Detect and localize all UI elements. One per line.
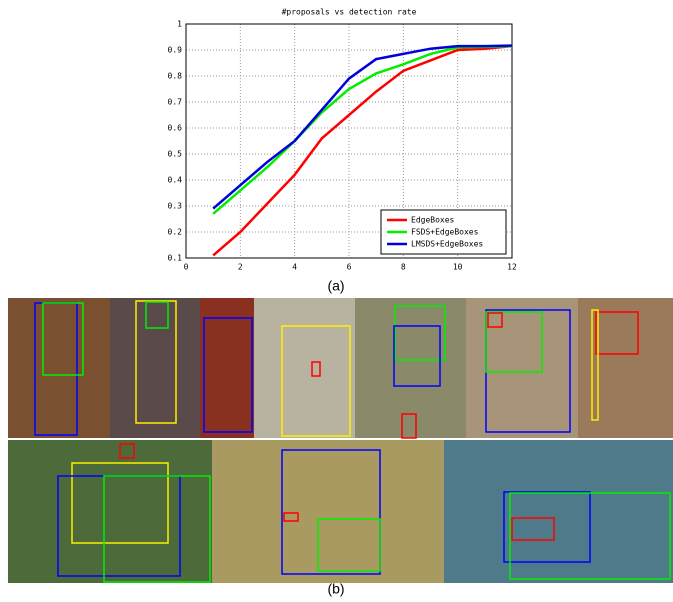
photo xyxy=(8,440,212,583)
y-tick-label: 0.9 xyxy=(168,46,183,55)
x-tick-label: 2 xyxy=(238,263,243,272)
y-tick-label: 0.3 xyxy=(168,202,183,211)
chart-title: #proposals vs detection rate xyxy=(282,8,417,17)
legend-label: FSDS+EdgeBoxes xyxy=(411,228,479,237)
y-tick-label: 0.2 xyxy=(168,228,183,237)
photo xyxy=(212,440,444,583)
photo xyxy=(8,298,110,438)
legend-label: EdgeBoxes xyxy=(411,216,455,225)
x-tick-label: 12 xyxy=(507,263,517,272)
caption: (a) xyxy=(327,278,344,294)
x-tick-label: 0 xyxy=(184,263,189,272)
x-tick-label: 6 xyxy=(347,263,352,272)
line-series xyxy=(212,44,513,257)
photo xyxy=(110,298,200,438)
photo xyxy=(578,298,673,438)
photo xyxy=(466,298,578,438)
legend-label: LMSDS+EdgeBoxes xyxy=(411,240,483,249)
line-series xyxy=(212,44,513,215)
y-tick-label: 0.1 xyxy=(168,254,183,263)
photo xyxy=(254,298,355,438)
photo xyxy=(355,298,466,438)
y-tick-label: 0.4 xyxy=(168,176,183,185)
photo xyxy=(200,298,254,438)
x-tick-label: 10 xyxy=(453,263,463,272)
photo xyxy=(444,440,673,583)
y-tick-label: 0.6 xyxy=(168,124,183,133)
y-tick-label: 1 xyxy=(177,20,182,29)
line-series xyxy=(212,44,513,210)
y-tick-label: 0.7 xyxy=(168,98,183,107)
plot-frame xyxy=(185,23,513,259)
photo-grid xyxy=(8,298,673,583)
y-tick-label: 0.8 xyxy=(168,72,183,81)
x-tick-label: 4 xyxy=(292,263,297,272)
y-tick-label: 0.5 xyxy=(168,150,183,159)
x-tick-label: 8 xyxy=(401,263,406,272)
caption: (b) xyxy=(327,581,344,597)
